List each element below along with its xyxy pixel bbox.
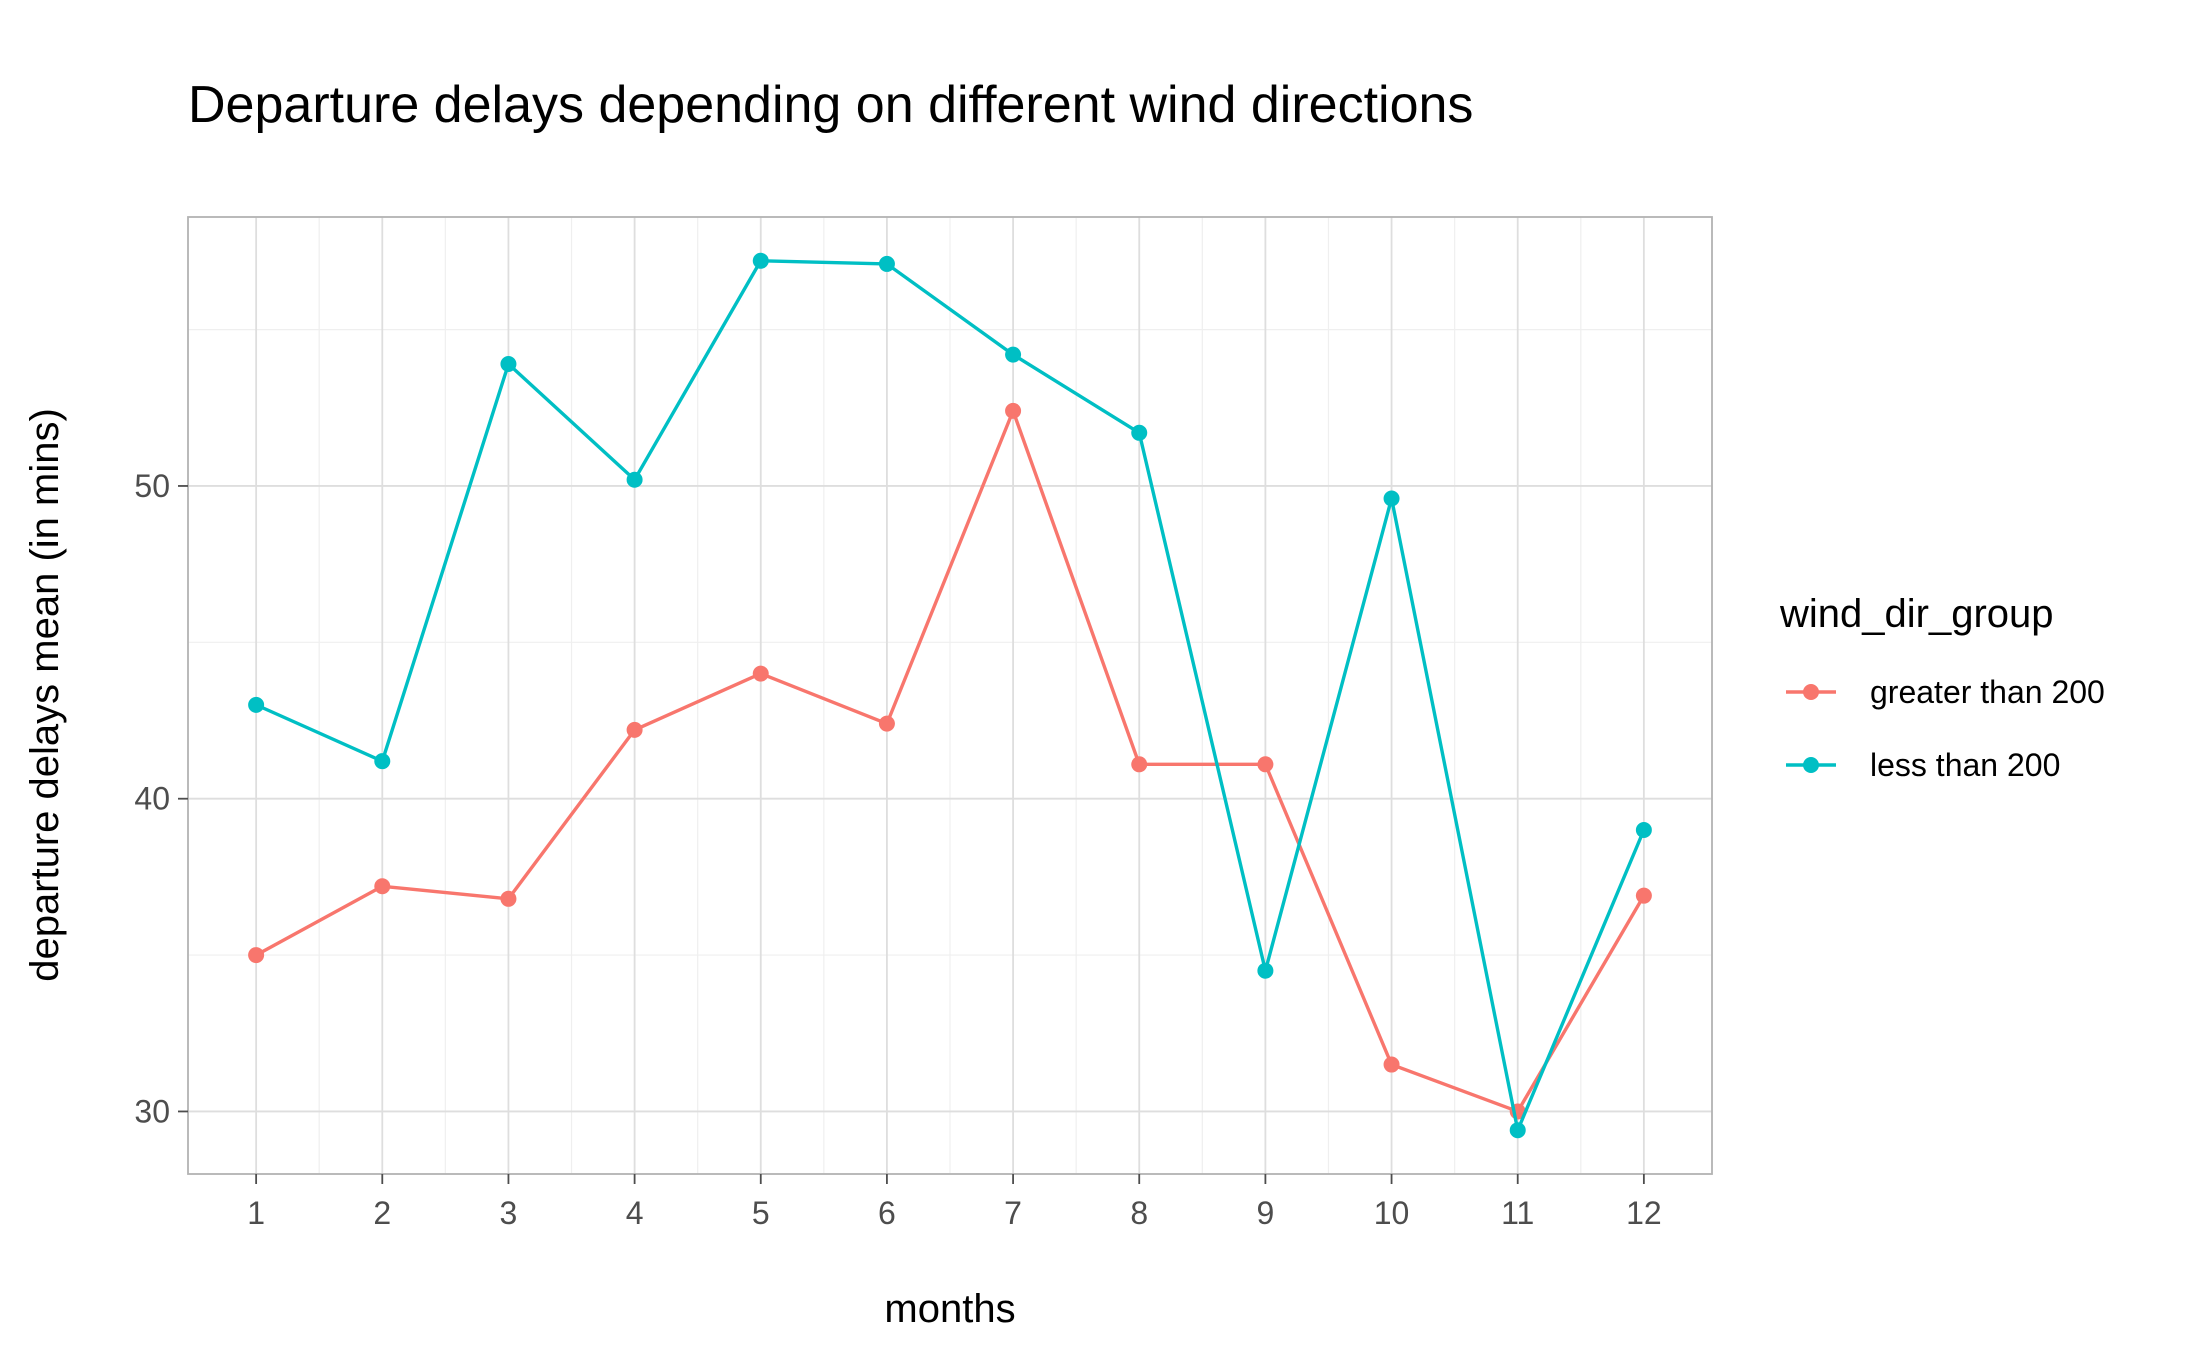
data-point-greater-than-200 [500, 890, 517, 907]
x-tick-label: 9 [1256, 1195, 1274, 1231]
data-point-greater-than-200 [1131, 756, 1148, 773]
data-point-less-than-200 [374, 753, 391, 770]
x-tick-label: 10 [1374, 1195, 1410, 1231]
data-point-greater-than-200 [248, 947, 265, 964]
legend-items: greater than 200 less than 200 [1786, 674, 2105, 783]
data-point-greater-than-200 [878, 715, 895, 732]
y-tick-label: 40 [134, 781, 170, 817]
data-point-less-than-200 [1635, 821, 1652, 838]
x-tick-label: 7 [1004, 1195, 1022, 1231]
data-point-greater-than-200 [752, 665, 769, 682]
plot-panel-border [187, 216, 1713, 1175]
series-layer [248, 252, 1652, 1139]
data-point-less-than-200 [752, 252, 769, 269]
x-tick-label: 8 [1130, 1195, 1148, 1231]
legend-label: less than 200 [1870, 747, 2060, 783]
x-axis-title: months [884, 1287, 1015, 1331]
data-point-less-than-200 [1509, 1122, 1526, 1139]
data-point-greater-than-200 [1383, 1056, 1400, 1073]
data-point-greater-than-200 [1635, 887, 1652, 904]
data-point-less-than-200 [1257, 962, 1274, 979]
x-tick-label: 1 [247, 1195, 265, 1231]
x-tick-label: 11 [1501, 1195, 1534, 1231]
chart-title: Departure delays depending on different … [188, 76, 1473, 134]
data-point-greater-than-200 [626, 721, 643, 738]
legend-item-greater-than-200: greater than 200 [1786, 674, 2105, 710]
data-point-less-than-200 [1005, 346, 1022, 363]
data-point-greater-than-200 [1257, 756, 1274, 773]
data-point-less-than-200 [1131, 424, 1148, 441]
data-point-less-than-200 [1383, 490, 1400, 507]
legend-key-point [1803, 757, 1819, 773]
legend-key-point [1803, 684, 1819, 700]
legend-item-less-than-200: less than 200 [1786, 747, 2060, 783]
legend-title: wind_dir_group [1779, 592, 2054, 636]
data-point-less-than-200 [500, 355, 517, 372]
legend: wind_dir_group greater than 200 less than… [1779, 592, 2105, 783]
x-tick-label: 12 [1626, 1195, 1662, 1231]
data-point-less-than-200 [626, 471, 643, 488]
x-tick-label: 2 [373, 1195, 391, 1231]
y-tick-label: 50 [134, 468, 170, 504]
x-tick-label: 4 [626, 1195, 644, 1231]
data-point-greater-than-200 [374, 878, 391, 895]
data-point-greater-than-200 [1005, 402, 1022, 419]
y-tick-label: 30 [134, 1093, 170, 1129]
series-line-less-than-200 [255, 259, 1646, 1132]
legend-label: greater than 200 [1870, 674, 2105, 710]
y-axis-title: departure delays mean (in mins) [23, 408, 67, 982]
grid-lines [188, 217, 1712, 1174]
x-tick-label: 3 [500, 1195, 518, 1231]
series-line-greater-than-200 [255, 409, 1646, 1114]
series-greater-than-200 [248, 402, 1652, 1120]
x-tick-label: 5 [752, 1195, 770, 1231]
data-point-less-than-200 [248, 696, 265, 713]
series-less-than-200 [248, 252, 1652, 1139]
data-point-less-than-200 [878, 255, 895, 272]
x-tick-label: 6 [878, 1195, 896, 1231]
